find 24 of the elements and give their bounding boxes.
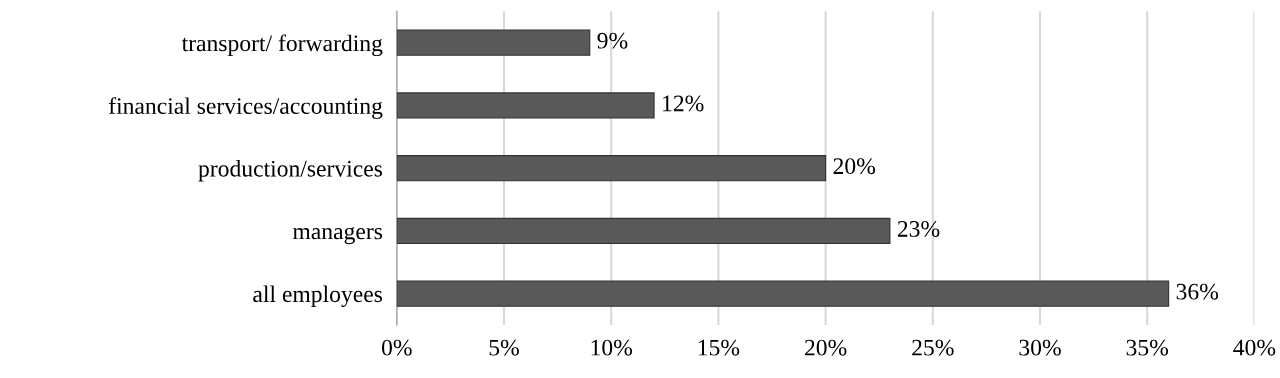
data-label: 23%: [897, 220, 940, 237]
y-tick-label: transport/ forwarding: [181, 34, 383, 57]
x-tick-label: 0%: [381, 339, 412, 356]
y-tick-label: financial services/accounting: [108, 97, 383, 119]
data-label: 9%: [597, 32, 628, 49]
data-label: 12%: [663, 95, 704, 112]
bar: [396, 29, 591, 56]
y-tick-label: all employees: [253, 285, 383, 307]
bar: [396, 155, 827, 182]
x-tick-label: 25%: [912, 339, 954, 356]
data-label: 36%: [1176, 283, 1219, 300]
x-tick-label: 5%: [489, 339, 519, 356]
x-tick-label: 35%: [1126, 339, 1169, 356]
y-tick-label: managers: [292, 227, 383, 245]
bar: [396, 217, 891, 245]
x-tick-label: 15%: [698, 339, 740, 356]
bar: [396, 280, 1170, 307]
data-label: 20%: [833, 158, 876, 175]
x-tick-label: 10%: [591, 339, 633, 356]
x-tick-label: 20%: [805, 339, 847, 356]
bar: [396, 92, 655, 119]
x-tick-label: 40%: [1233, 339, 1276, 356]
x-tick-label: 30%: [1019, 339, 1061, 356]
y-tick-label: production/services: [198, 160, 383, 182]
